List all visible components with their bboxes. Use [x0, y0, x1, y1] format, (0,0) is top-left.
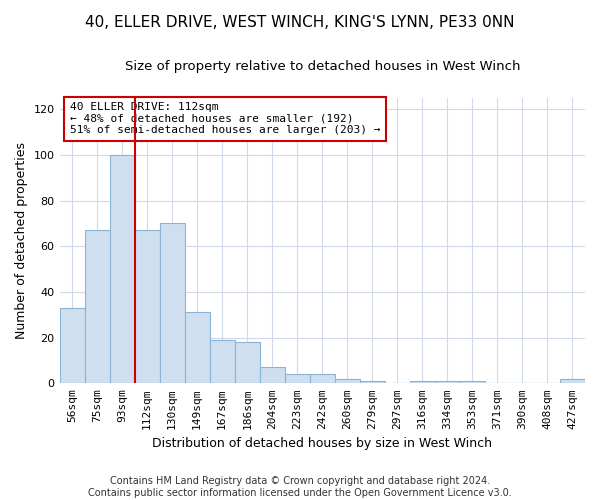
Bar	[310, 374, 335, 384]
Bar	[335, 378, 360, 384]
Bar	[59, 308, 85, 384]
Bar	[235, 342, 260, 384]
Text: 40, ELLER DRIVE, WEST WINCH, KING'S LYNN, PE33 0NN: 40, ELLER DRIVE, WEST WINCH, KING'S LYNN…	[85, 15, 515, 30]
Bar	[160, 224, 185, 384]
Title: Size of property relative to detached houses in West Winch: Size of property relative to detached ho…	[125, 60, 520, 73]
Y-axis label: Number of detached properties: Number of detached properties	[15, 142, 28, 339]
Bar	[460, 381, 485, 384]
Bar	[560, 378, 585, 384]
Bar	[410, 381, 435, 384]
Bar	[435, 381, 460, 384]
Bar	[209, 340, 235, 384]
X-axis label: Distribution of detached houses by size in West Winch: Distribution of detached houses by size …	[152, 437, 492, 450]
Bar	[185, 312, 209, 384]
Bar	[285, 374, 310, 384]
Bar	[260, 368, 285, 384]
Text: Contains HM Land Registry data © Crown copyright and database right 2024.
Contai: Contains HM Land Registry data © Crown c…	[88, 476, 512, 498]
Bar	[134, 230, 160, 384]
Bar	[360, 381, 385, 384]
Bar	[85, 230, 110, 384]
Text: 40 ELLER DRIVE: 112sqm
← 48% of detached houses are smaller (192)
51% of semi-de: 40 ELLER DRIVE: 112sqm ← 48% of detached…	[70, 102, 380, 136]
Bar	[110, 155, 134, 384]
